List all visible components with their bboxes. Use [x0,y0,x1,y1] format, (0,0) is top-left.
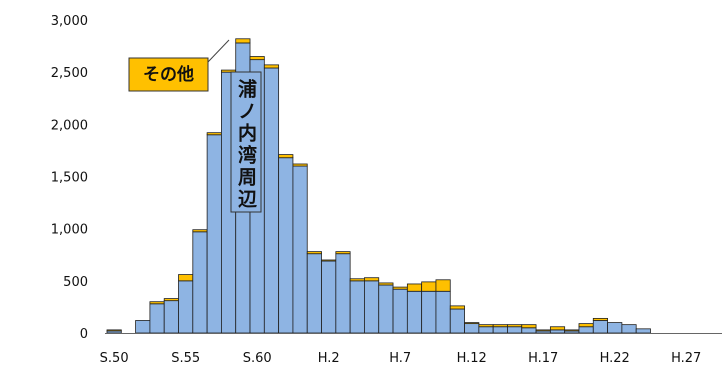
bar-segment-uranouchi [263,67,280,334]
bar-segment-uranouchi [421,290,437,334]
bar-segment-uranouchi [621,324,637,334]
other-label-box [128,57,209,92]
bar-segment-other [306,251,322,255]
bar-segment-other [392,286,408,290]
y-tick-label: 0 [80,327,88,342]
bar-segment-other [464,322,480,325]
y-tick-label: 2,000 [51,118,88,133]
bar-segment-other [335,251,351,255]
x-tick-label: H.12 [457,351,487,366]
bar-segment-other [106,329,122,332]
y-tick-labels: 0 500 1,000 1,500 2,000 2,500 3,000 [51,14,88,342]
bar-segment-uranouchi [392,288,408,334]
bar-segment-uranouchi [349,280,365,334]
bar-segment-other [249,56,265,61]
bar-segment-uranouchi [163,300,179,334]
x-tick-label: S.55 [171,351,200,366]
x-tick-labels: S.50 S.55 S.60 H.2 H.7 H.12 H.17 H.22 H.27 [100,351,702,366]
bar-segment-other [192,229,208,233]
bar-segment-uranouchi [578,326,594,334]
bar-segment-other [149,301,165,305]
bar-segment-uranouchi [549,329,566,334]
bar-segment-other [406,283,423,292]
bar-segment-other [206,132,222,136]
bar-segment-uranouchi [592,320,608,334]
bar-segment-uranouchi [306,253,322,334]
bar-segment-other [492,324,508,328]
bar-segment-other [321,259,337,262]
bar-segment-other [578,323,594,328]
x-tick-label: H.7 [389,351,411,366]
bar-segment-uranouchi [278,157,294,334]
y-tick-label: 1,500 [51,171,88,186]
bar-segment-other [378,282,394,286]
x-tick-label: H.22 [600,351,630,366]
bar-segment-uranouchi [635,328,651,334]
x-tick-label: H.2 [318,351,340,366]
bar-segment-other [364,277,380,282]
bar-segment-other [549,326,566,331]
bar-segment-uranouchi [521,327,537,334]
bar-segment-other [163,298,179,302]
bar-segment-other [292,163,308,167]
bar-segment-uranouchi [449,308,465,334]
bar-segment-uranouchi [464,323,480,334]
bar-segment-other [507,324,523,328]
bar-segment-other [564,329,580,332]
bar-segment-uranouchi [206,134,222,334]
bar-segment-uranouchi [364,280,380,334]
bar-segment-other [178,274,194,282]
other-label: その他 [143,64,194,85]
bar-segment-uranouchi [321,260,337,334]
bar-segment-other [478,324,494,328]
bar-segment-uranouchi [335,253,351,334]
bar-segment-uranouchi [435,290,451,334]
y-tick-label: 3,000 [51,14,88,29]
bar-segment-other [521,324,537,329]
bar-segment-uranouchi [135,320,151,334]
bar-segment-other [263,64,280,69]
bar-segment-uranouchi [607,322,623,334]
bar-segment-other [421,281,437,292]
y-tick-label: 500 [63,275,88,290]
y-tick-label: 1,000 [51,223,88,238]
bar-segment-uranouchi [406,290,423,334]
bar-segment-other [349,278,365,282]
y-tick-label: 2,500 [51,66,88,81]
bar-segment-other [278,154,294,159]
x-tick-label: H.17 [528,351,558,366]
bar-segment-other [235,38,251,44]
bar-segment-uranouchi [292,165,308,334]
x-tick-label: S.50 [100,351,129,366]
bar-segment-uranouchi [378,284,394,334]
x-tick-label: S.60 [243,351,272,366]
bar-segment-uranouchi [192,231,208,334]
x-tick-label: H.27 [671,351,701,366]
bar-segment-uranouchi [149,303,165,334]
main-label-box [230,71,262,213]
bar-segment-other [435,279,451,292]
bar-segment-other [449,305,465,310]
bar-segment-uranouchi [492,326,508,334]
bar-segment-other [535,329,551,332]
bar-segment-uranouchi [478,326,494,334]
other-leader-line [207,39,230,63]
bar-segment-uranouchi [507,326,523,334]
bar-segment-other [592,317,608,321]
bar-segment-uranouchi [178,280,194,334]
main-label: 浦ノ内湾周辺 [235,78,257,211]
